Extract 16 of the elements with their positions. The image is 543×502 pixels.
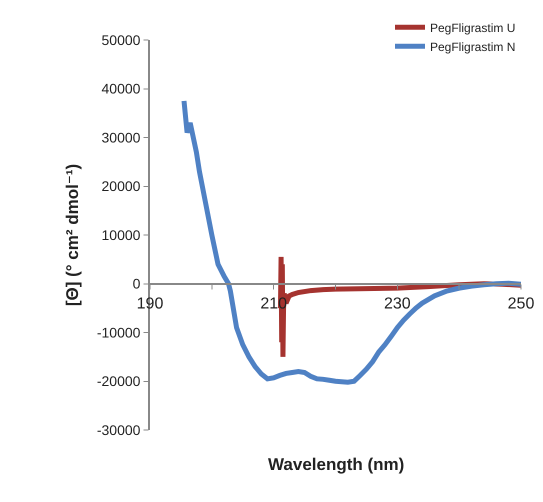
y-tick-label: 50000 [102,32,141,48]
y-tick-label: 20000 [102,178,141,194]
y-tick-label: 10000 [102,226,141,243]
y-tick-label: 40000 [102,80,141,97]
y-axis-title: [Θ] (° cm² dmol⁻¹) [62,164,82,306]
legend-label: PegFligrastim U [430,20,516,35]
y-tick-label: 30000 [102,129,141,146]
y-tick-label: -10000 [96,324,141,340]
y-tick-label: -30000 [96,422,141,438]
legend-label: PegFligrastim N [430,40,516,54]
y-tick-label: 0 [132,276,141,292]
x-axis-title: Wavelength (nm) [268,455,404,474]
x-tick-label: 230 [384,296,411,313]
x-tick-label: 190 [136,296,164,313]
x-tick-label: 250 [508,296,534,313]
y-tick-label: -20000 [96,373,141,390]
